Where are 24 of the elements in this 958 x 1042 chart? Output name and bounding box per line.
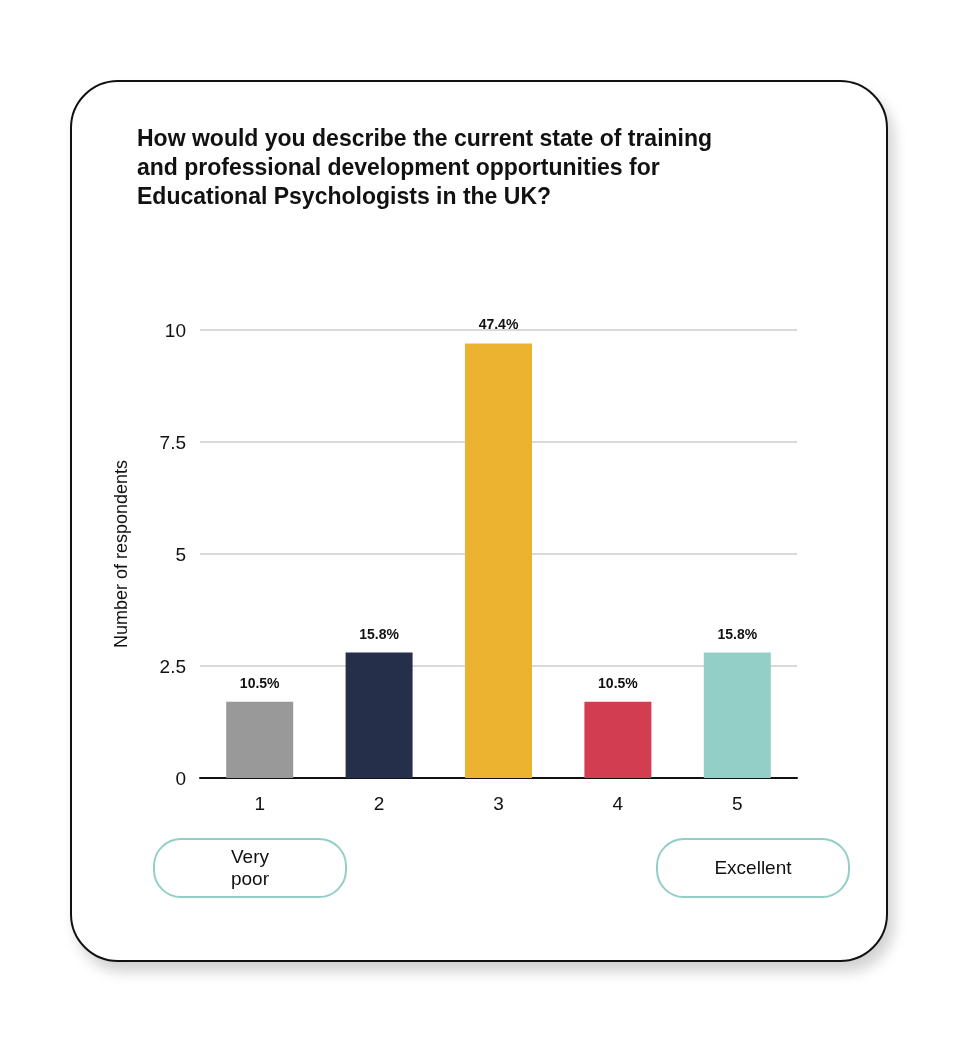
y-tick-label: 2.5 bbox=[159, 655, 186, 677]
x-tick-label: 1 bbox=[254, 793, 265, 814]
y-axis-title: Number of respondents bbox=[111, 459, 131, 649]
bar bbox=[226, 701, 294, 778]
x-tick-label: 2 bbox=[373, 793, 385, 814]
bar bbox=[584, 701, 652, 778]
x-tick-label: 4 bbox=[612, 793, 624, 814]
annotation: 15.8% bbox=[717, 625, 758, 642]
annotation: 47.4% bbox=[478, 316, 519, 333]
bar bbox=[345, 652, 413, 778]
text: Very poor bbox=[153, 838, 347, 898]
annotation: 10.5% bbox=[239, 674, 281, 691]
chart-title: How would you describe the current state of training and professional development opportunities for Educational Psychologists in the UK? bbox=[137, 124, 714, 211]
bar bbox=[465, 343, 532, 778]
bar bbox=[703, 652, 771, 778]
annotation: 15.8% bbox=[359, 625, 400, 642]
y-tick-label: 5 bbox=[175, 543, 186, 565]
x-tick-label: 3 bbox=[493, 793, 504, 814]
y-tick-label: 7.5 bbox=[159, 431, 186, 453]
text: Excellent bbox=[656, 838, 850, 898]
annotation: 10.5% bbox=[598, 674, 639, 691]
y-tick-label: 10 bbox=[164, 319, 186, 341]
x-tick-label: 5 bbox=[732, 793, 743, 814]
y-tick-label: 0 bbox=[175, 767, 186, 789]
